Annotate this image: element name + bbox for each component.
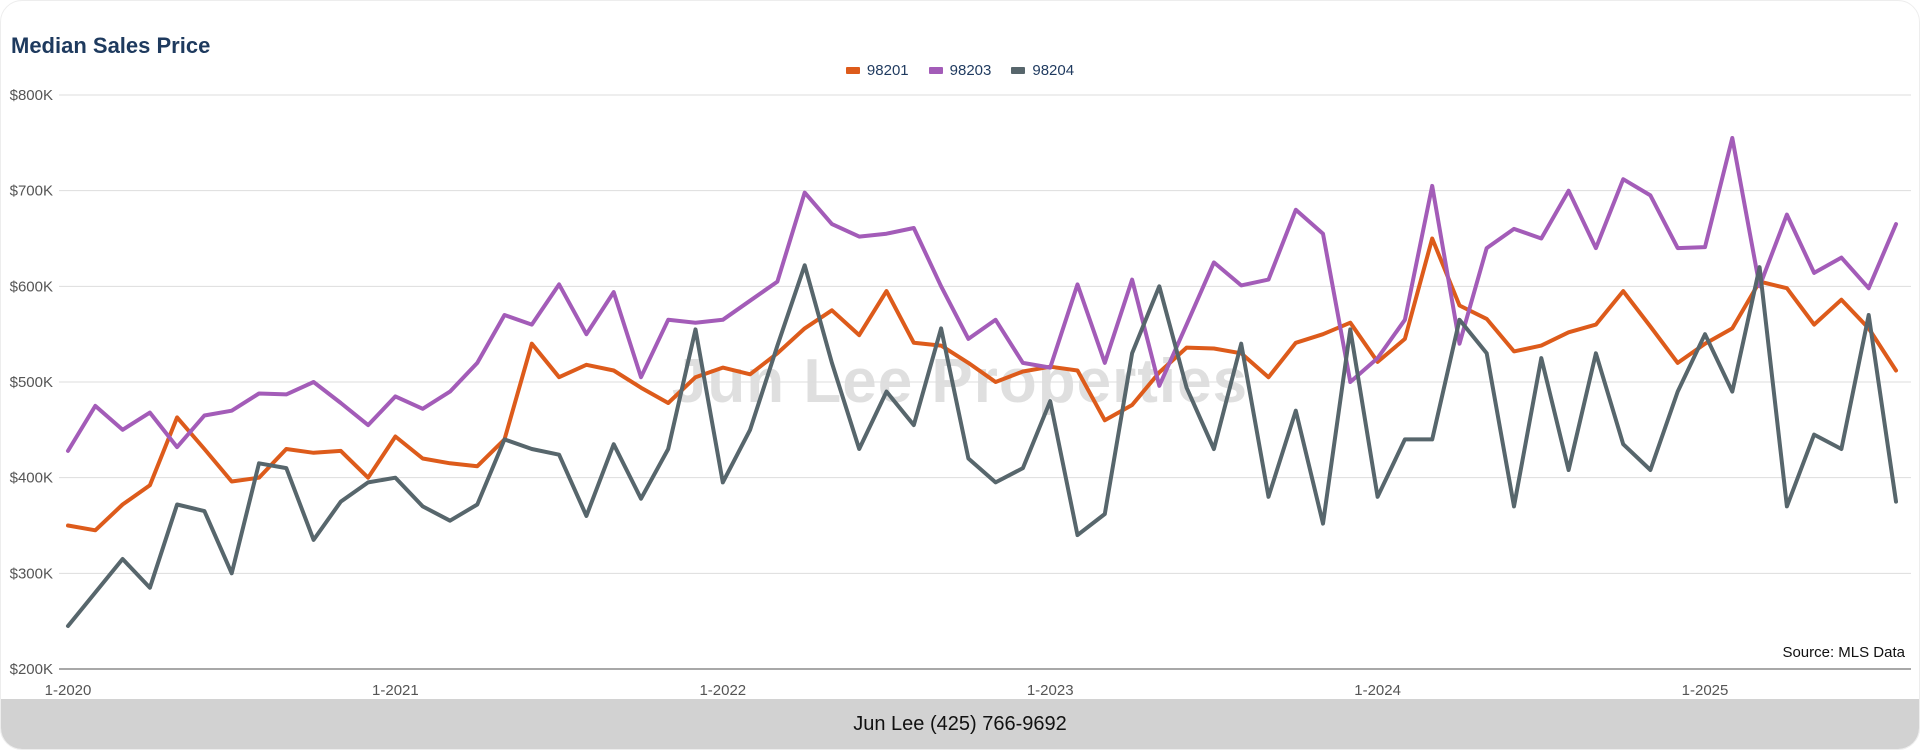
series-line-98204 <box>66 263 1898 628</box>
legend-item-98204[interactable]: 98204 <box>1011 62 1074 79</box>
y-axis-tick-label: $600K <box>10 278 53 295</box>
legend-marker-98203 <box>928 66 943 74</box>
footer-bar: Jun Lee (425) 766-9692 <box>1 699 1919 749</box>
y-axis-tick-label: $300K <box>10 565 53 582</box>
legend-item-98203[interactable]: 98203 <box>928 61 992 79</box>
y-axis-tick-label: $400K <box>10 470 53 487</box>
y-axis-tick-label: $500K <box>10 374 53 391</box>
x-axis-tick-label: 1-2020 <box>45 682 92 699</box>
series-line-98203 <box>66 136 1898 453</box>
x-axis-tick-label: 1-2025 <box>1682 682 1729 699</box>
x-axis-tick-label: 1-2021 <box>372 682 419 699</box>
chart-legend: 98201 98203 98204 <box>1 59 1919 81</box>
legend-label-98204: 98204 <box>1032 61 1075 79</box>
legend-item-98201[interactable]: 98201 <box>845 61 909 79</box>
x-axis-tick-label: 1-2024 <box>1354 682 1401 699</box>
source-note: Source: MLS Data <box>1782 644 1905 661</box>
series-line-98201 <box>66 236 1898 533</box>
legend-label-98201: 98201 <box>866 61 909 79</box>
legend-marker-98201 <box>845 66 860 74</box>
legend-label-98203: 98203 <box>949 61 992 79</box>
y-axis-tick-label: $700K <box>10 183 53 200</box>
y-axis-tick-label: $800K <box>10 87 53 104</box>
chart-title: Median Sales Price <box>11 33 211 58</box>
agent-contact: Jun Lee (425) 766-9692 <box>853 712 1067 735</box>
x-axis-tick-label: 1-2023 <box>1027 682 1074 699</box>
legend-marker-98204 <box>1011 66 1026 74</box>
y-axis-tick-label: $200K <box>10 661 53 678</box>
x-axis-tick-label: 1-2022 <box>699 682 746 699</box>
